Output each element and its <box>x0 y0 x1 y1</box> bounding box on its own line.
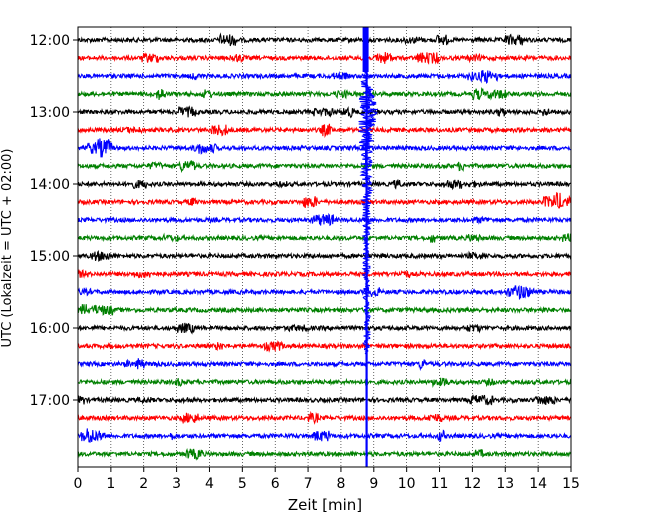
trace-1200 <box>77 32 572 47</box>
trace-1600 <box>77 322 572 335</box>
trace-1645 <box>77 377 572 388</box>
trace-1730 <box>77 428 572 443</box>
trace-1245 <box>77 86 572 101</box>
event-coda <box>364 84 379 165</box>
x-axis: 0 1 2 3 4 5 6 7 8 9 10 11 12 13 14 15 <box>74 467 580 492</box>
x-tick-label: 12 <box>463 476 481 492</box>
trace-group <box>77 32 572 461</box>
x-tick-label: 8 <box>336 476 345 492</box>
plot-frame <box>77 26 572 468</box>
x-tick-label: 4 <box>205 476 214 492</box>
trace-1530 <box>77 284 572 300</box>
x-tick-label: 9 <box>369 476 378 492</box>
y-axis: 12:00 13:00 14:00 15:00 16:00 17:00 <box>30 33 78 409</box>
trace-1500 <box>77 249 572 262</box>
x-tick-label: 15 <box>562 476 580 492</box>
trace-1445 <box>77 232 572 243</box>
trace-1515 <box>77 269 572 279</box>
x-tick-label: 2 <box>139 476 148 492</box>
y-tick-label: 17:00 <box>30 393 70 409</box>
x-tick-label: 14 <box>529 476 547 492</box>
x-tick-label: 5 <box>238 476 247 492</box>
trace-1545 <box>77 304 572 316</box>
x-tick-label: 7 <box>304 476 313 492</box>
trace-1615 <box>78 340 572 353</box>
trace-1745 <box>77 448 572 461</box>
trace-1345 <box>77 160 572 174</box>
earthquake-signal <box>358 27 379 467</box>
trace-1230 <box>77 70 572 84</box>
x-tick-label: 10 <box>398 476 416 492</box>
y-tick-label: 16:00 <box>30 321 70 337</box>
y-tick-label: 14:00 <box>30 177 70 193</box>
trace-1315 <box>77 123 572 139</box>
trace-1400 <box>77 179 572 191</box>
trace-1715 <box>77 410 572 425</box>
y-tick-label: 12:00 <box>30 33 70 49</box>
trace-1700 <box>77 394 572 406</box>
event-oscillation <box>358 71 375 355</box>
trace-1630 <box>77 358 572 371</box>
x-tick-label: 0 <box>74 476 83 492</box>
y-axis-title: UTC (Lokalzeit = UTC + 02:00) <box>0 149 15 348</box>
y-tick-label: 13:00 <box>30 105 70 121</box>
x-tick-label: 13 <box>496 476 514 492</box>
vertical-grid <box>110 27 539 467</box>
trace-1330 <box>77 138 572 158</box>
trace-1215 <box>77 52 572 65</box>
trace-1300 <box>77 105 572 119</box>
y-tick-label: 15:00 <box>30 249 70 265</box>
x-tick-label: 6 <box>271 476 280 492</box>
x-axis-title: Zeit [min] <box>288 496 362 514</box>
x-tick-label: 11 <box>431 476 449 492</box>
x-tick-label: 3 <box>172 476 181 492</box>
trace-1430 <box>77 212 572 227</box>
trace-1415 <box>77 191 572 209</box>
x-tick-label: 1 <box>106 476 115 492</box>
event-onset-block <box>362 27 369 72</box>
